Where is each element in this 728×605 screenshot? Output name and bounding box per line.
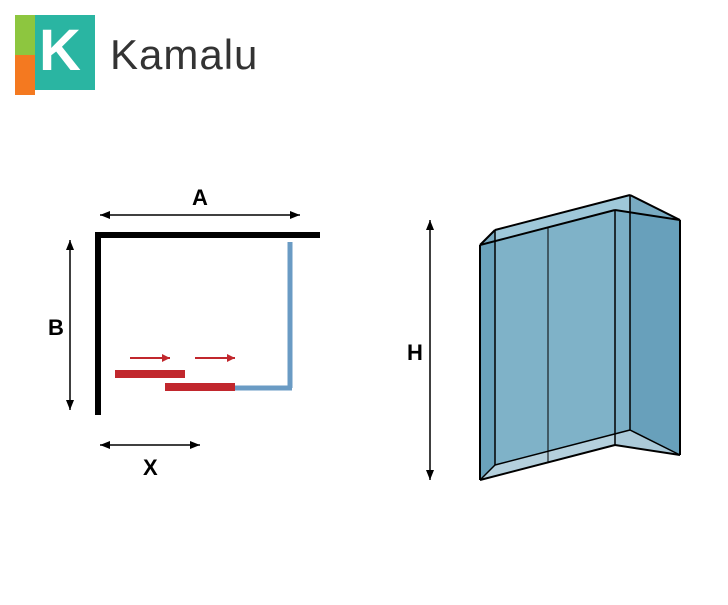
dimension-h-label: H: [407, 340, 423, 366]
logo-area: K Kamalu: [15, 15, 258, 95]
diagram-area: A B X H: [0, 180, 728, 600]
brand-name: Kamalu: [110, 31, 258, 79]
brand-logo-icon: K: [15, 15, 95, 95]
top-view-diagram: [66, 211, 320, 449]
svg-text:K: K: [39, 18, 81, 83]
isometric-view-diagram: [426, 195, 680, 480]
dimension-a-label: A: [192, 185, 208, 211]
dimension-x-label: X: [143, 455, 158, 481]
dimension-b-label: B: [48, 315, 64, 341]
